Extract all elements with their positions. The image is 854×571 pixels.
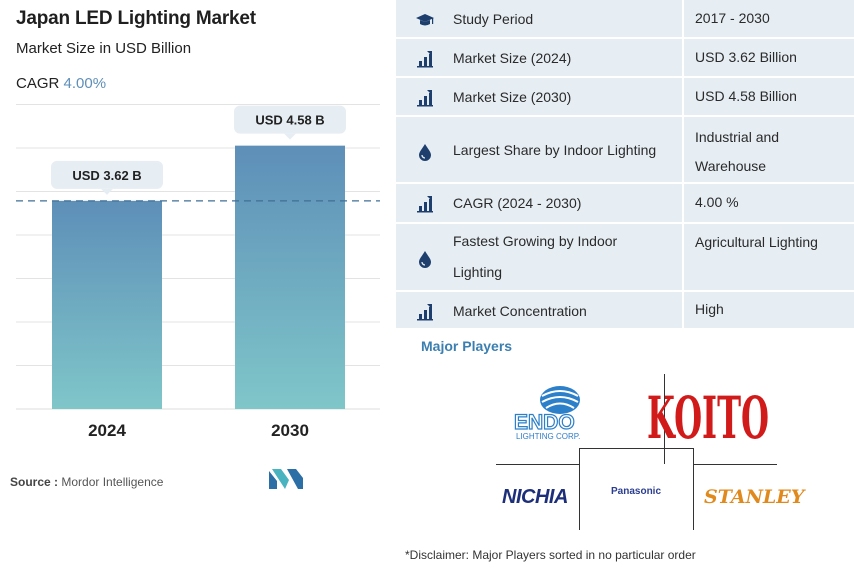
bar-chart-icon <box>417 90 433 107</box>
logo-divider <box>579 448 694 449</box>
row-label: Market Size (2030) <box>453 89 572 105</box>
data-labels: USD 3.62 B USD 4.58 B <box>51 105 346 195</box>
bar-chart-icon <box>417 196 433 213</box>
bar-chart-icon <box>417 304 433 321</box>
nichia-logo: NICHIA <box>502 486 568 509</box>
table-row-fastest-growing: Fastest Growing by Indoor Lighting Agric… <box>396 224 854 292</box>
row-divider <box>682 39 684 76</box>
panasonic-logo: Panasonic <box>611 486 662 497</box>
table-row-cagr: CAGR (2024 - 2030) 4.00 % <box>396 184 854 224</box>
row-value: USD 3.62 Billion <box>695 49 797 65</box>
data-label-text: USD 4.58 B <box>255 113 324 128</box>
row-value: 2017 - 2030 <box>695 10 770 26</box>
data-label-text: USD 3.62 B <box>72 168 141 183</box>
cagr-value: 4.00% <box>63 75 107 92</box>
nichia-text: NICHIA <box>502 486 568 508</box>
stanley-logo: STANLEY <box>704 486 805 508</box>
data-label-2030: USD 4.58 B <box>234 105 346 140</box>
row-value: 4.00 % <box>695 194 739 210</box>
source-label: Source : <box>10 475 59 489</box>
source-note: Source : Mordor Intelligence <box>10 475 163 489</box>
drop-icon <box>419 144 431 161</box>
row-divider <box>682 184 684 222</box>
table-row-study-period: Study Period 2017 - 2030 <box>396 0 854 39</box>
table-row-market-size-2030: Market Size (2030) USD 4.58 Billion <box>396 78 854 117</box>
disclaimer-note: *Disclaimer: Major Players sorted in no … <box>405 548 696 562</box>
row-value: Industrial and Warehouse <box>695 129 780 174</box>
cagr-text: CAGR <box>16 75 64 92</box>
logo-divider <box>693 464 777 465</box>
mordor-intelligence-logo <box>269 469 303 489</box>
chart-subtitle: Market Size in USD Billion <box>16 40 192 57</box>
x-tick-2024: 2024 <box>88 421 126 440</box>
bar-2024 <box>52 200 162 409</box>
bar-chart: USD 3.62 B USD 4.58 B 2024 2030 <box>16 104 380 440</box>
data-label-box <box>234 105 346 134</box>
endo-lighting-logo: ENDO LIGHTING CORP. <box>513 386 580 441</box>
source-text: Mordor Intelligence <box>61 475 164 489</box>
endo-text: ENDO <box>514 411 575 434</box>
koito-logo: KOITO <box>647 384 769 444</box>
table-row-market-size-2024: Market Size (2024) USD 3.62 Billion <box>396 39 854 78</box>
x-axis-ticks: 2024 2030 <box>88 421 309 440</box>
bar-chart-icon <box>417 51 433 68</box>
row-value: USD 4.58 Billion <box>695 88 797 104</box>
market-info-table: Study Period 2017 - 2030 Market Size (20… <box>396 0 854 330</box>
logo-divider <box>664 374 665 464</box>
endo-subtext: LIGHTING CORP. <box>516 432 580 441</box>
graduation-cap-icon <box>416 14 434 26</box>
logo-divider <box>693 448 694 530</box>
row-label: Fastest Growing by Indoor Lighting <box>453 233 618 280</box>
row-label: Study Period <box>453 11 534 27</box>
data-label-2024: USD 3.62 B <box>51 160 163 195</box>
bars <box>52 145 345 409</box>
row-label: Largest Share by Indoor Lighting <box>453 142 657 158</box>
row-label: Market Concentration <box>453 303 587 319</box>
row-label: CAGR (2024 - 2030) <box>453 195 582 211</box>
data-label-box <box>51 160 163 189</box>
row-divider <box>682 224 684 290</box>
row-divider <box>682 0 684 37</box>
major-players-heading: Major Players <box>421 338 513 354</box>
logo-divider <box>496 464 580 465</box>
table-row-largest-share: Largest Share by Indoor Lighting Industr… <box>396 117 854 184</box>
data-label-pointer <box>284 133 296 140</box>
x-tick-2030: 2030 <box>271 421 309 440</box>
row-value: Agricultural Lighting <box>695 234 818 250</box>
row-divider <box>682 292 684 328</box>
data-label-pointer <box>101 188 113 195</box>
bar-2030 <box>235 145 345 409</box>
table-row-market-concentration: Market Concentration High <box>396 292 854 330</box>
logo-divider <box>579 448 580 530</box>
row-divider <box>682 117 684 182</box>
row-label: Market Size (2024) <box>453 50 572 66</box>
row-divider <box>682 78 684 115</box>
row-value: High <box>695 301 724 317</box>
drop-icon <box>419 251 431 268</box>
koito-text: KOITO <box>647 384 769 444</box>
chart-title: Japan LED Lighting Market <box>16 8 256 29</box>
cagr-label: CAGR 4.00% <box>16 75 106 92</box>
